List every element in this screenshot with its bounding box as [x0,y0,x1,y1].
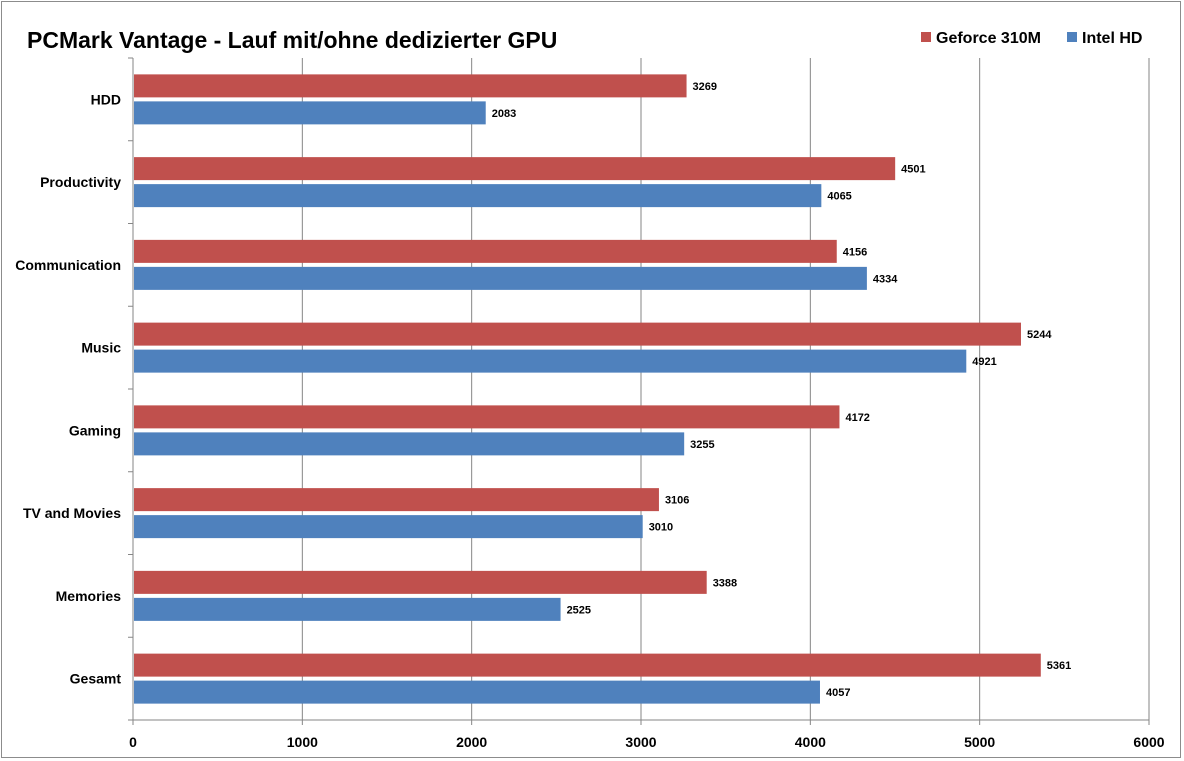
x-tick-label-0: 0 [129,734,137,750]
bar-intel-hd-productivity [134,184,822,208]
category-label-tv-and-movies: TV and Movies [23,505,121,521]
data-label-intel-hd-gesamt: 4057 [826,687,850,699]
axes [128,57,1150,725]
legend-swatch-intel-hd [1067,32,1077,42]
category-label-memories: Memories [56,588,122,604]
data-label-intel-hd-tv-and-movies: 3010 [649,522,673,534]
data-label-intel-hd-hdd: 2083 [492,108,516,120]
bar-geforce-310m-productivity [134,157,896,181]
data-label-geforce-310m-memories: 3388 [713,577,737,589]
category-label-productivity: Productivity [40,174,121,190]
bar-intel-hd-gaming [134,432,685,456]
bar-geforce-310m-tv-and-movies [134,488,659,512]
category-label-hdd: HDD [91,91,121,107]
legend: Geforce 310M Intel HD [921,30,1142,47]
data-label-geforce-310m-gaming: 4172 [845,412,869,424]
bar-intel-hd-hdd [134,101,486,125]
labels: 0 1000 2000 3000 4000 5000 6000 HDD 3269 2083 Prod… [15,81,1165,750]
bar-intel-hd-memories [134,597,561,621]
data-label-geforce-310m-music: 5244 [1027,329,1052,341]
x-tick-label-6000: 6000 [1133,734,1164,750]
bar-geforce-310m-gesamt [134,653,1041,677]
legend-label-geforce-310m: Geforce 310M [936,30,1041,47]
bar-intel-hd-tv-and-movies [134,515,643,539]
data-label-geforce-310m-productivity: 4501 [901,164,925,176]
bar-geforce-310m-gaming [134,405,840,429]
category-label-gesamt: Gesamt [70,671,122,687]
legend-label-intel-hd: Intel HD [1082,30,1142,47]
bar-geforce-310m-communication [134,239,837,263]
data-label-geforce-310m-communication: 4156 [843,246,867,258]
data-label-geforce-310m-hdd: 3269 [693,81,717,93]
data-label-intel-hd-music: 4921 [972,356,996,368]
x-tick-label-3000: 3000 [625,734,656,750]
category-label-gaming: Gaming [69,422,121,438]
data-label-intel-hd-productivity: 4065 [827,191,851,203]
x-tick-label-2000: 2000 [456,734,487,750]
data-label-geforce-310m-tv-and-movies: 3106 [665,495,689,507]
x-tick-label-4000: 4000 [795,734,826,750]
category-label-communication: Communication [15,257,121,273]
data-label-intel-hd-memories: 2525 [567,604,591,616]
x-tick-label-1000: 1000 [287,734,318,750]
bar-geforce-310m-music [134,322,1021,346]
x-tick-label-5000: 5000 [964,734,995,750]
chart-title: PCMark Vantage - Lauf mit/ohne dediziert… [27,27,557,53]
legend-swatch-geforce-310m [921,32,931,42]
bar-intel-hd-gesamt [134,680,820,704]
data-label-intel-hd-communication: 4334 [873,273,898,285]
bar-geforce-310m-hdd [134,74,687,98]
bar-intel-hd-communication [134,266,867,290]
bars [134,74,1041,704]
bar-geforce-310m-memories [134,570,707,594]
bar-intel-hd-music [134,349,967,373]
data-label-geforce-310m-gesamt: 5361 [1047,660,1071,672]
data-label-intel-hd-gaming: 3255 [690,439,714,451]
category-label-music: Music [81,340,121,356]
